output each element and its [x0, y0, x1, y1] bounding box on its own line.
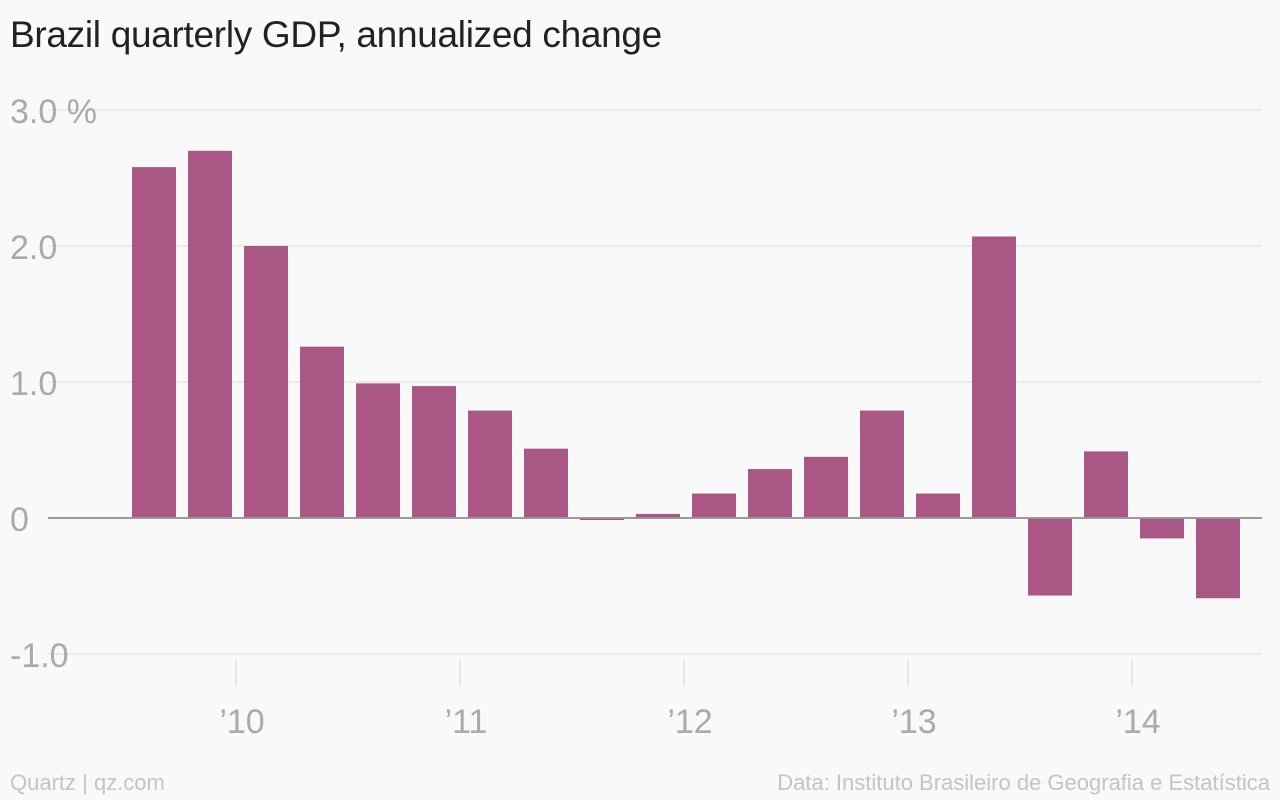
footer-credit: Quartz | qz.com	[10, 770, 165, 795]
x-tick-label: ’10	[219, 703, 264, 741]
bar	[916, 493, 960, 518]
bar	[972, 236, 1016, 519]
bar	[1084, 451, 1128, 518]
bar	[636, 513, 680, 518]
y-tick-label: 1.0	[10, 365, 57, 403]
bar	[1196, 518, 1240, 599]
axis-layer: ’10 ’11 ’12 ’13 ’14	[48, 517, 1262, 741]
x-tick-label: ’14	[1115, 703, 1160, 741]
x-tick-label: ’13	[891, 703, 936, 741]
y-tick-label: 3.0 %	[10, 93, 97, 131]
bar	[1140, 518, 1184, 539]
y-tick-label: 2.0	[10, 229, 57, 267]
x-tick-label: ’12	[667, 703, 712, 741]
bar	[412, 386, 456, 518]
bar-layer	[132, 150, 1240, 599]
footer-source: Data: Instituto Brasileiro de Geografia …	[777, 770, 1270, 795]
bar	[692, 493, 736, 518]
y-tick-label: 0	[10, 501, 29, 539]
bar	[244, 246, 288, 518]
bar	[468, 410, 512, 518]
bar	[860, 410, 904, 518]
bar	[132, 167, 176, 518]
chart-title: Brazil quarterly GDP, annualized change	[10, 14, 662, 55]
x-tick-label: ’11	[445, 703, 488, 741]
bar	[188, 150, 232, 519]
bar	[748, 469, 792, 518]
y-tick-label: -1.0	[10, 637, 69, 675]
bar	[300, 346, 344, 518]
bar	[804, 456, 848, 518]
bar	[1028, 518, 1072, 596]
bar	[356, 383, 400, 518]
bar	[524, 448, 568, 518]
